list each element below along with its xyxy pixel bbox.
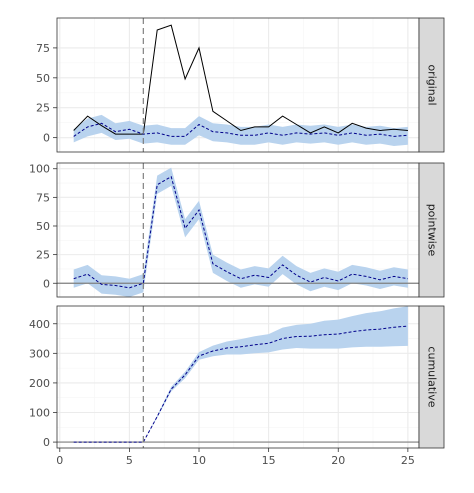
facet-strip-label: pointwise xyxy=(426,204,439,257)
facet-strip xyxy=(418,162,445,298)
y-tick-label: 0 xyxy=(43,436,50,449)
panel-cumulative: 0 100 200 300 400 cumulative xyxy=(29,305,445,449)
y-tick-label: 75 xyxy=(36,191,50,204)
series-effect-line xyxy=(73,325,408,443)
x-tick-label: 25 xyxy=(401,454,415,467)
x-tick-label: 5 xyxy=(126,454,133,467)
y-tick-label: 50 xyxy=(36,72,50,85)
y-tick-label: 0 xyxy=(43,277,50,290)
x-tick-label: 10 xyxy=(192,454,206,467)
facet-strip xyxy=(418,17,445,153)
panel-original: 0 25 50 75 original xyxy=(36,17,445,153)
y-tick-label: 400 xyxy=(29,318,50,331)
x-tick-label: 15 xyxy=(262,454,276,467)
facet-strip xyxy=(418,305,445,449)
series-predicted-line xyxy=(73,122,408,137)
y-tick-label: 75 xyxy=(36,42,50,55)
y-tick-label: 25 xyxy=(36,249,50,262)
panel-pointwise: 0 25 50 75 100 pointwise xyxy=(29,162,445,298)
series-effect-line xyxy=(73,175,408,289)
y-tick-label: 50 xyxy=(36,220,50,233)
y-tick-label: 25 xyxy=(36,102,50,115)
confidence-band xyxy=(73,167,408,297)
y-tick-label: 200 xyxy=(29,377,50,390)
y-tick-label: 100 xyxy=(29,163,50,176)
y-tick-label: 100 xyxy=(29,407,50,420)
x-tick-label: 0 xyxy=(56,454,63,467)
series-observed-line xyxy=(73,24,408,135)
confidence-band xyxy=(73,306,408,443)
y-tick-label: 300 xyxy=(29,347,50,360)
x-tick-label: 20 xyxy=(331,454,345,467)
y-tick-label: 0 xyxy=(43,132,50,145)
facet-strip-label: cumulative xyxy=(426,346,439,407)
facet-strip-label: original xyxy=(426,64,439,105)
